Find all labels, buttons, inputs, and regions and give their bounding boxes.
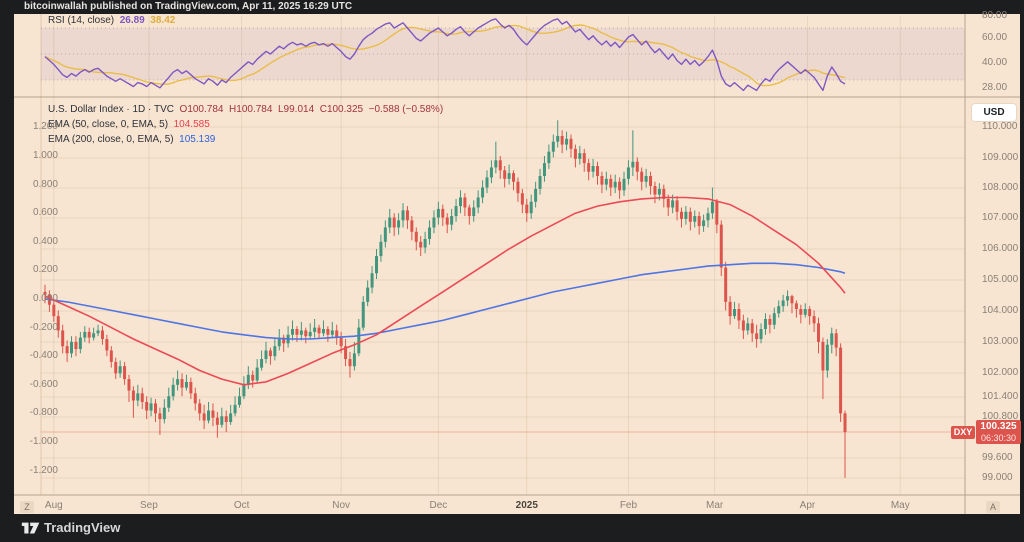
footer-bar: TradingView — [0, 514, 1024, 542]
publish-info-bar: bitcoinwallah published on TradingView.c… — [0, 0, 1024, 14]
auto-scale-button[interactable]: A — [986, 501, 1000, 513]
tradingview-logo-icon — [21, 522, 40, 534]
symbol-price-chip: DXY — [951, 425, 975, 439]
currency-unit-button[interactable]: USD — [972, 104, 1016, 121]
timezone-button[interactable]: Z — [20, 501, 34, 513]
publish-info-text: bitcoinwallah published on TradingView.c… — [24, 1, 353, 12]
bar-countdown: 06:30:30 — [980, 432, 1017, 443]
tradingview-brand-text: TradingView — [44, 520, 121, 535]
last-price-badge: 100.325 06:30:30 — [976, 419, 1021, 444]
chart-panel[interactable] — [14, 14, 1020, 514]
last-price-value: 100.325 — [980, 420, 1017, 432]
